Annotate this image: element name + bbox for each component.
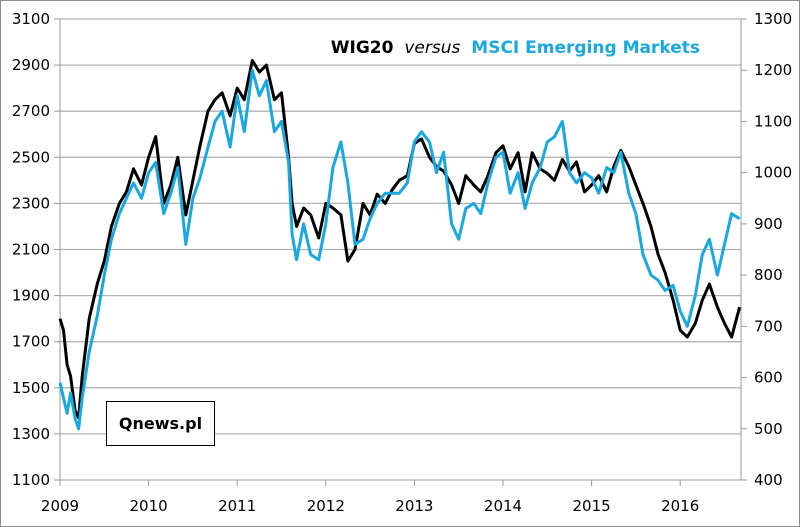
left-y-tick-label: 2500: [12, 148, 50, 166]
left-y-tick-label: 1300: [12, 425, 50, 443]
series-lines: [58, 59, 742, 431]
chart-title: WIG20 versus MSCI Emerging Markets: [331, 38, 700, 58]
right-y-tick-label: 800: [754, 266, 783, 284]
x-tick-labels: 2009 2010 2011 2012 2013 2014 2015 2016: [41, 497, 699, 515]
right-y-tick-label: 600: [754, 369, 783, 387]
axes: [54, 18, 747, 486]
x-tick-label: 2013: [395, 497, 433, 515]
x-tick-label: 2011: [218, 497, 256, 515]
series-line-wig20: [58, 59, 742, 420]
x-tick-label: 2016: [661, 497, 699, 515]
x-tick-label: 2015: [573, 497, 611, 515]
left-y-tick-label: 2300: [12, 194, 50, 212]
left-y-tick-label: 1100: [12, 471, 50, 489]
right-y-tick-label: 400: [754, 471, 783, 489]
right-y-tick-labels: 400 500 600 700 800 900 1000 1100 1200 1300: [754, 10, 792, 489]
left-y-tick-label: 2900: [12, 56, 50, 74]
series-line-msci-emerging-markets: [58, 68, 741, 431]
right-y-tick-label: 700: [754, 317, 783, 335]
left-y-tick-label: 2700: [12, 102, 50, 120]
left-y-tick-label: 3100: [12, 10, 50, 28]
right-y-tick-label: 1100: [754, 112, 792, 130]
x-tick-label: 2009: [41, 497, 79, 515]
watermark-box: Qnews.pl: [106, 401, 215, 446]
x-tick-label: 2012: [307, 497, 345, 515]
title-wig20: WIG20: [331, 38, 394, 58]
title-versus: versus: [404, 38, 460, 58]
right-y-tick-label: 1000: [754, 164, 792, 182]
watermark-text: Qnews.pl: [118, 414, 203, 433]
title-msci: MSCI Emerging Markets: [471, 38, 700, 58]
right-y-tick-label: 1200: [754, 61, 792, 79]
x-tick-label: 2010: [130, 497, 168, 515]
left-y-tick-label: 1500: [12, 379, 50, 397]
right-y-tick-label: 500: [754, 420, 783, 438]
right-y-tick-label: 1300: [754, 10, 792, 28]
left-y-tick-labels: 1100 1300 1500 1700 1900 2100 2300 2500 2700 2900…: [12, 10, 50, 489]
left-y-tick-label: 1900: [12, 287, 50, 305]
left-y-tick-label: 1700: [12, 333, 50, 351]
left-y-tick-label: 2100: [12, 241, 50, 259]
right-y-tick-label: 900: [754, 215, 783, 233]
x-tick-label: 2014: [484, 497, 522, 515]
